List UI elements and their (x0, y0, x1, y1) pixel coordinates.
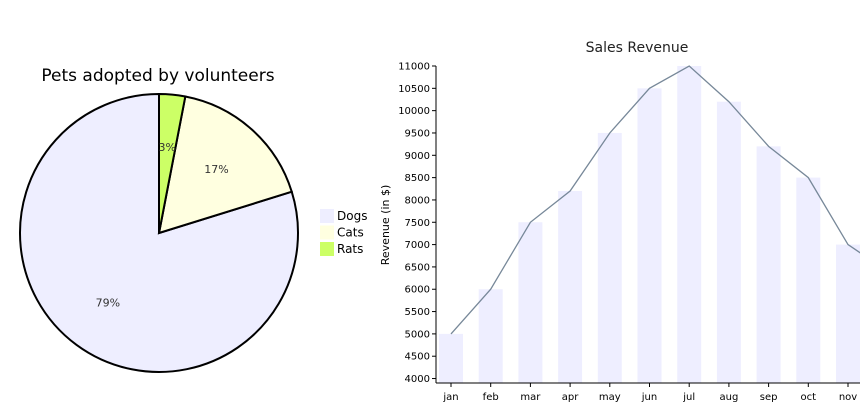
revenue-line (450, 65, 860, 335)
x-tick-label-nov: nov (839, 392, 857, 403)
bar-series (439, 66, 860, 383)
y-tick-label: 5000 (405, 329, 430, 340)
y-tick-label: 6000 (405, 285, 430, 296)
y-tick-label: 6500 (405, 262, 430, 273)
y-tick-label: 4000 (405, 374, 430, 385)
pie-chart: 79% 17% 3% Dogs Cats Rats (19, 92, 367, 373)
x-tick-label-apr: apr (562, 392, 579, 403)
y-tick-label: 7000 (405, 240, 430, 251)
bar-mar (518, 222, 543, 383)
bar-sep (756, 146, 781, 383)
bar-aug (716, 101, 741, 383)
y-tick-label: 11000 (398, 62, 430, 73)
x-axis: jan feb mar apr may jun jul aug sep oct nov (436, 382, 860, 403)
bar-jan (439, 333, 463, 383)
x-tick-label-mar: mar (520, 392, 541, 403)
legend-label-rats: Rats (337, 242, 363, 256)
legend-label-dogs: Dogs (337, 209, 367, 223)
pie-label-cats: 17% (204, 163, 228, 176)
x-tick-label-jun: jun (641, 392, 657, 403)
y-tick-label: 7500 (405, 218, 430, 229)
x-tick-label-jan: jan (442, 392, 458, 403)
y-axis-label: Revenue (in $) (379, 185, 392, 266)
legend-label-cats: Cats (337, 226, 364, 240)
x-tick-label-oct: oct (801, 392, 817, 403)
pie-legend: Dogs Cats Rats (320, 209, 367, 256)
pie-slices: 79% 17% 3% (19, 92, 299, 373)
y-tick-label: 8500 (405, 173, 430, 184)
y-tick-label: 10500 (398, 84, 430, 95)
x-tick-label-may: may (599, 392, 621, 403)
pie-chart-title: Pets adopted by volunteers (41, 66, 275, 86)
bar-chart-title: Sales Revenue (586, 40, 689, 56)
bar-jul (677, 66, 702, 383)
line-series (450, 65, 860, 335)
legend-swatch-dogs (320, 209, 334, 223)
y-tick-label: 10000 (398, 106, 430, 117)
bar-jun (637, 88, 662, 383)
pie-label-dogs: 79% (96, 296, 120, 309)
y-tick-label: 9500 (405, 128, 430, 139)
bar-may (597, 132, 622, 383)
pie-slice-cats (157, 95, 293, 235)
pie-label-rats: 3% (158, 141, 175, 154)
y-tick-label: 4500 (405, 352, 430, 363)
x-tick-label-jul: jul (682, 392, 695, 403)
legend-swatch-cats (320, 225, 334, 240)
x-tick-label-aug: aug (719, 392, 738, 403)
y-axis: 4000 4500 5000 5500 6000 6500 7000 7500 8000 8500… (398, 62, 437, 385)
bar-nov (836, 244, 860, 383)
pie-slice-rats (158, 92, 187, 234)
y-tick-label: 8000 (405, 195, 430, 206)
x-tick-label-feb: feb (483, 392, 499, 403)
bar-oct (796, 177, 821, 383)
bar-feb (478, 289, 503, 383)
y-tick-label: 5500 (405, 307, 430, 318)
legend-swatch-rats (320, 242, 334, 256)
y-tick-label: 9000 (405, 151, 430, 162)
x-tick-label-sep: sep (760, 392, 778, 403)
bar-apr (558, 191, 583, 383)
